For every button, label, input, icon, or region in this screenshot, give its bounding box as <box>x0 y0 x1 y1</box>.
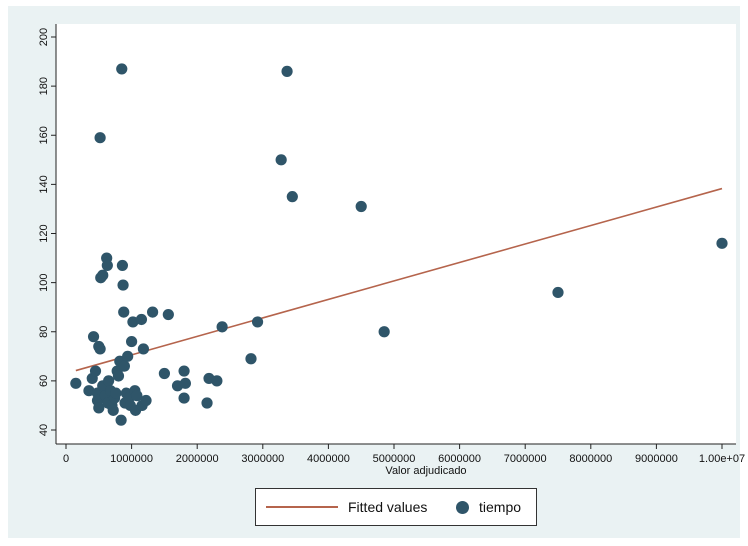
x-axis-title: Valor adjudicado <box>385 465 466 477</box>
fitted-values-line <box>75 187 723 372</box>
x-tick-label: 6000000 <box>438 453 481 465</box>
x-tick-label: 8000000 <box>569 453 612 465</box>
tiempo-point <box>112 370 125 382</box>
tiempo-point <box>211 375 223 387</box>
tiempo-point <box>281 65 293 77</box>
tiempo-point <box>131 390 143 402</box>
tiempo-point <box>118 306 130 318</box>
tiempo-point <box>70 377 82 389</box>
legend-swatch-dot <box>456 500 469 514</box>
tiempo-point <box>378 326 390 338</box>
tiempo-point <box>107 404 119 416</box>
tiempo-point <box>178 392 190 404</box>
tiempo-point <box>116 63 128 75</box>
tiempo-point <box>127 316 139 328</box>
tiempo-point <box>103 375 115 387</box>
tiempo-point <box>146 306 159 318</box>
points-layer <box>70 63 728 426</box>
tiempo-point <box>286 191 298 203</box>
tiempo-point <box>94 343 106 355</box>
tiempo-point <box>110 387 122 399</box>
tiempo-point <box>158 367 170 380</box>
legend-entry-fitted: Fitted values <box>266 489 427 525</box>
x-tick-label: 3000000 <box>241 453 284 465</box>
tiempo-point <box>97 269 109 281</box>
x-tick-label: 2000000 <box>176 453 219 465</box>
y-tick-label: 100 <box>38 273 50 291</box>
tiempo-point <box>89 365 102 377</box>
tiempo-point <box>137 343 150 355</box>
legend-label-fitted: Fitted values <box>348 499 428 515</box>
tiempo-point <box>116 259 129 272</box>
x-axis: 0 1000000 2000000 3000000 4000000 5000000 6000… <box>56 443 745 465</box>
tiempo-point <box>83 385 95 397</box>
tiempo-point <box>118 360 130 372</box>
y-tick-label: 40 <box>38 424 50 436</box>
legend-label-points: tiempo <box>479 499 522 515</box>
tiempo-point <box>117 279 129 291</box>
x-tick-label: 0 <box>63 453 69 465</box>
tiempo-point <box>245 353 257 365</box>
tiempo-point <box>216 321 228 333</box>
tiempo-point <box>101 259 113 272</box>
y-tick-label: 180 <box>38 77 50 95</box>
x-tick-label: 5000000 <box>373 453 416 465</box>
x-tick-label: 4000000 <box>307 453 350 465</box>
tiempo-point <box>122 350 134 362</box>
tiempo-point <box>140 394 152 407</box>
tiempo-point <box>275 154 287 166</box>
tiempo-point <box>355 200 367 213</box>
legend: Fitted values tiempo <box>255 488 537 526</box>
y-tick-label: 160 <box>38 126 50 144</box>
x-tick-label: 1.00e+07 <box>699 453 745 465</box>
legend-swatch-line <box>266 506 338 508</box>
plot-area <box>56 24 736 444</box>
legend-entry-points: tiempo <box>456 489 521 525</box>
x-tick-label: 1000000 <box>110 453 153 465</box>
tiempo-point <box>135 313 148 326</box>
tiempo-point <box>251 316 264 328</box>
y-tick-label: 60 <box>38 375 50 387</box>
x-tick-label: 9000000 <box>635 453 678 465</box>
tiempo-point <box>716 237 728 249</box>
tiempo-point <box>552 286 564 299</box>
x-tick-label: 7000000 <box>504 453 547 465</box>
y-tick-label: 140 <box>38 175 50 193</box>
tiempo-point <box>178 365 190 377</box>
tiempo-point <box>87 331 100 343</box>
y-tick-label: 200 <box>38 28 50 46</box>
tiempo-point <box>201 397 213 409</box>
tiempo-point <box>126 335 138 348</box>
y-axis: 40 60 80 100 120 140 160 180 200 <box>38 24 57 444</box>
y-tick-label: 80 <box>38 326 50 338</box>
tiempo-point <box>93 402 105 414</box>
tiempo-point <box>115 414 127 426</box>
tiempo-point <box>94 132 106 144</box>
fitted-line-layer <box>75 187 723 372</box>
tiempo-point <box>162 308 174 321</box>
tiempo-point <box>179 377 191 389</box>
y-tick-label: 120 <box>38 224 50 242</box>
